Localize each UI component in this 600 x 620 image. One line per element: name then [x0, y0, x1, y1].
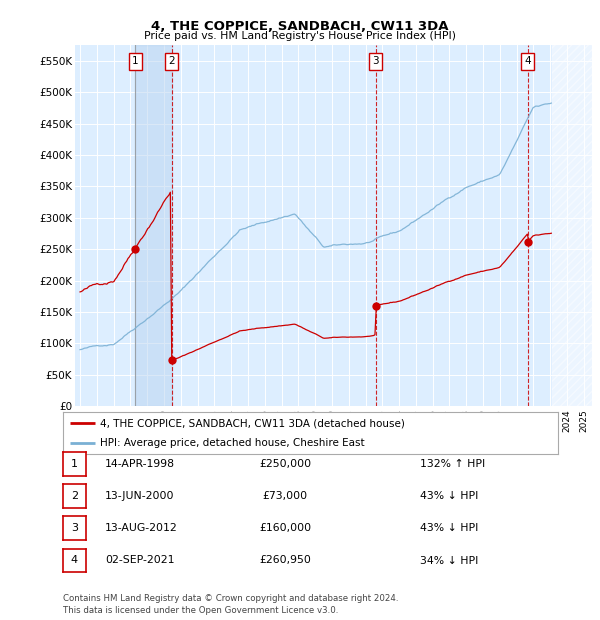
Text: £73,000: £73,000	[262, 491, 308, 501]
Text: 1: 1	[71, 459, 78, 469]
Text: 13-AUG-2012: 13-AUG-2012	[105, 523, 178, 533]
Text: 4: 4	[524, 56, 531, 66]
Text: 43% ↓ HPI: 43% ↓ HPI	[420, 491, 478, 501]
Text: 4, THE COPPICE, SANDBACH, CW11 3DA (detached house): 4, THE COPPICE, SANDBACH, CW11 3DA (deta…	[100, 418, 405, 428]
Text: 3: 3	[373, 56, 379, 66]
Text: 02-SEP-2021: 02-SEP-2021	[105, 556, 175, 565]
Text: 43% ↓ HPI: 43% ↓ HPI	[420, 523, 478, 533]
Text: 34% ↓ HPI: 34% ↓ HPI	[420, 556, 478, 565]
Text: 4, THE COPPICE, SANDBACH, CW11 3DA: 4, THE COPPICE, SANDBACH, CW11 3DA	[151, 20, 449, 33]
Text: Price paid vs. HM Land Registry's House Price Index (HPI): Price paid vs. HM Land Registry's House …	[144, 31, 456, 41]
Text: 13-JUN-2000: 13-JUN-2000	[105, 491, 175, 501]
Text: 3: 3	[71, 523, 78, 533]
Text: Contains HM Land Registry data © Crown copyright and database right 2024.
This d: Contains HM Land Registry data © Crown c…	[63, 594, 398, 615]
Text: 2: 2	[71, 491, 78, 501]
Text: 132% ↑ HPI: 132% ↑ HPI	[420, 459, 485, 469]
Bar	[135, 45, 172, 406]
Text: 4: 4	[71, 556, 78, 565]
Text: £250,000: £250,000	[259, 459, 311, 469]
Bar	[552, 45, 592, 406]
Text: 1: 1	[132, 56, 139, 66]
Text: £260,950: £260,950	[259, 556, 311, 565]
Text: HPI: Average price, detached house, Cheshire East: HPI: Average price, detached house, Ches…	[100, 438, 365, 448]
Text: 2: 2	[168, 56, 175, 66]
Text: 14-APR-1998: 14-APR-1998	[105, 459, 175, 469]
Text: £160,000: £160,000	[259, 523, 311, 533]
